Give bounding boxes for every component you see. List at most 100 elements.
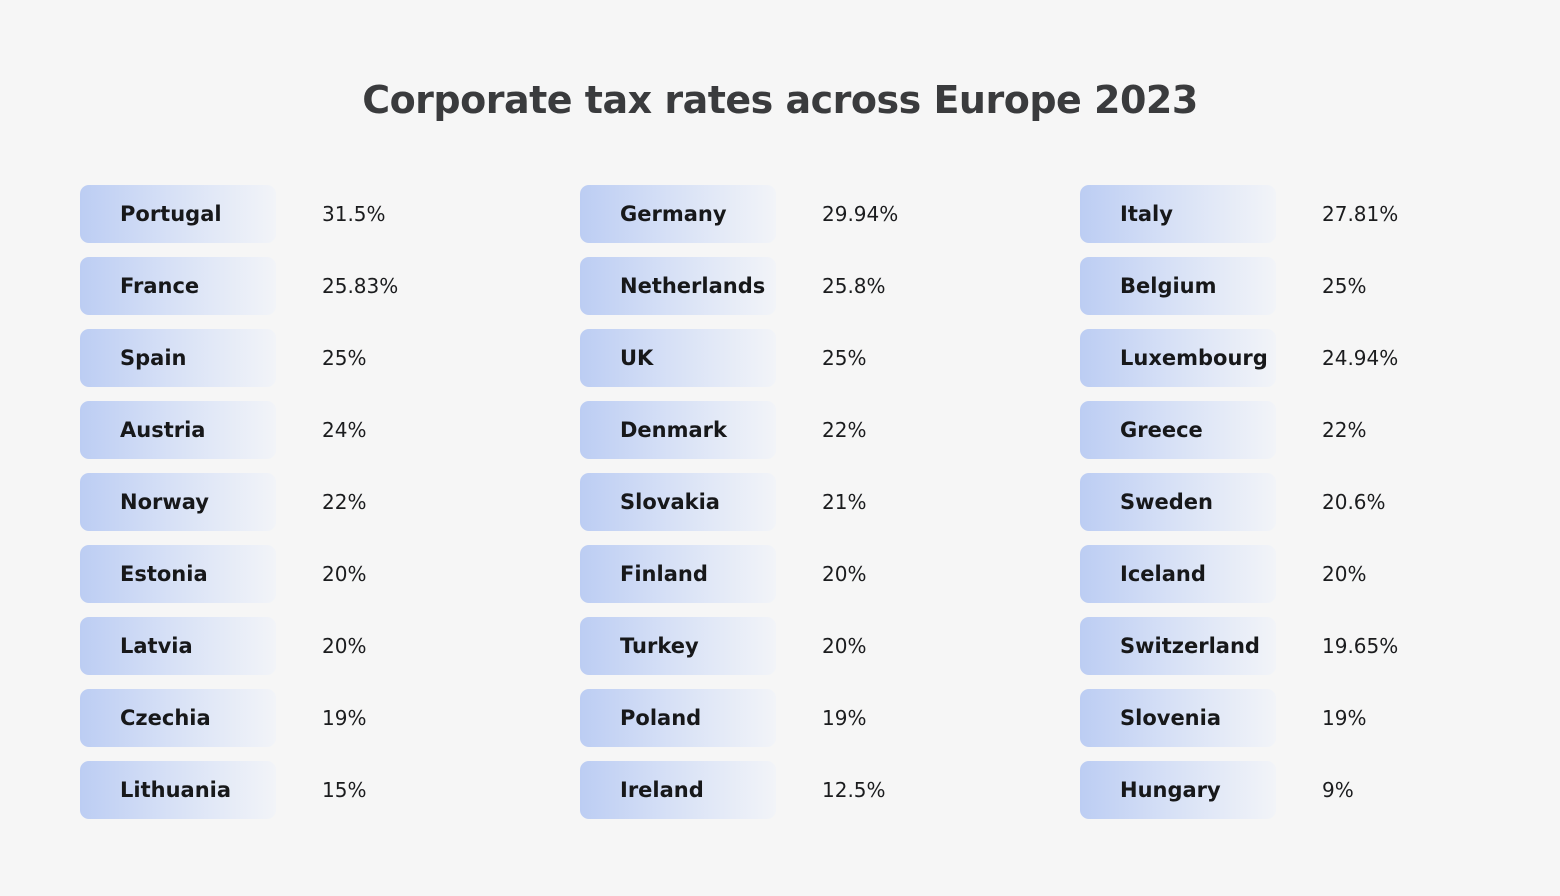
tax-rate-value: 20%	[322, 634, 367, 658]
country-name: France	[120, 274, 200, 298]
tax-rate-row: Austria 24%	[80, 401, 500, 459]
tax-rate-row: Slovenia 19%	[1080, 689, 1500, 747]
country-pill	[1080, 545, 1276, 603]
tax-rate-value: 24.94%	[1322, 346, 1399, 370]
country-pill	[580, 545, 776, 603]
country-pill	[80, 473, 276, 531]
country-pill	[580, 473, 776, 531]
tax-rate-value: 22%	[322, 490, 367, 514]
tax-rate-value: 22%	[1322, 418, 1367, 442]
tax-rate-row: Norway 22%	[80, 473, 500, 531]
tax-column-1: Portugal 31.5% France 25.83% Spain 25% Austria…	[80, 185, 500, 833]
country-pill	[1080, 689, 1276, 747]
country-pill	[80, 257, 276, 315]
country-name: Norway	[120, 490, 209, 514]
country-name: Luxembourg	[1120, 346, 1268, 370]
tax-rate-value: 9%	[1322, 778, 1354, 802]
country-pill	[1080, 761, 1276, 819]
country-pill	[80, 329, 276, 387]
page-title: Corporate tax rates across Europe 2023	[362, 78, 1198, 122]
tax-rate-row: Poland 19%	[580, 689, 1000, 747]
country-name: Lithuania	[120, 778, 232, 802]
tax-rate-row: Iceland 20%	[1080, 545, 1500, 603]
tax-rate-row: Luxembourg 24.94%	[1080, 329, 1500, 387]
country-name: Estonia	[120, 562, 208, 586]
country-name: Poland	[620, 706, 702, 730]
tax-rate-row: UK 25%	[580, 329, 1000, 387]
country-name: Switzerland	[1120, 634, 1260, 658]
tax-rate-row: Portugal 31.5%	[80, 185, 500, 243]
country-pill	[580, 689, 776, 747]
country-name: Italy	[1120, 202, 1173, 226]
country-pill	[1080, 185, 1276, 243]
country-pill	[1080, 329, 1276, 387]
tax-rate-row: Sweden 20.6%	[1080, 473, 1500, 531]
country-pill	[80, 545, 276, 603]
tax-rate-value: 12.5%	[822, 778, 886, 802]
tax-rate-row: Spain 25%	[80, 329, 500, 387]
country-pill	[580, 257, 776, 315]
tax-rate-value: 24%	[322, 418, 367, 442]
tax-rate-value: 19%	[1322, 706, 1367, 730]
tax-rate-value: 19.65%	[1322, 634, 1399, 658]
tax-rate-row: Latvia 20%	[80, 617, 500, 675]
tax-rate-row: Belgium 25%	[1080, 257, 1500, 315]
tax-rate-value: 22%	[822, 418, 867, 442]
tax-rate-row: Czechia 19%	[80, 689, 500, 747]
country-pill	[1080, 401, 1276, 459]
country-pill	[580, 617, 776, 675]
tax-rate-value: 19%	[822, 706, 867, 730]
tax-rate-row: France 25.83%	[80, 257, 500, 315]
country-name: Portugal	[120, 202, 222, 226]
country-name: Latvia	[120, 634, 193, 658]
country-name: Spain	[120, 346, 187, 370]
tax-rate-value: 25%	[822, 346, 867, 370]
country-pill	[580, 401, 776, 459]
tax-rate-row: Estonia 20%	[80, 545, 500, 603]
country-name: Slovakia	[620, 490, 720, 514]
tax-rate-value: 25.8%	[822, 274, 886, 298]
country-name: Finland	[620, 562, 708, 586]
tax-rate-row: Italy 27.81%	[1080, 185, 1500, 243]
country-pill	[580, 761, 776, 819]
country-name: Belgium	[1120, 274, 1217, 298]
tax-rate-row: Greece 22%	[1080, 401, 1500, 459]
tax-rate-value: 19%	[322, 706, 367, 730]
country-name: Ireland	[620, 778, 704, 802]
tax-rate-value: 27.81%	[1322, 202, 1399, 226]
country-name: Czechia	[120, 706, 211, 730]
country-pill	[580, 185, 776, 243]
tax-rate-row: Switzerland 19.65%	[1080, 617, 1500, 675]
tax-column-2: Germany 29.94% Netherlands 25.8% UK 25% Denmar…	[580, 185, 1000, 833]
country-name: Hungary	[1120, 778, 1221, 802]
tax-rate-row: Turkey 20%	[580, 617, 1000, 675]
country-name: Germany	[620, 202, 727, 226]
tax-rate-row: Finland 20%	[580, 545, 1000, 603]
tax-rate-value: 31.5%	[322, 202, 386, 226]
country-name: Iceland	[1120, 562, 1206, 586]
country-name: Netherlands	[620, 274, 766, 298]
tax-rate-value: 20.6%	[1322, 490, 1386, 514]
tax-column-3: Italy 27.81% Belgium 25% Luxembourg 24.94% Gre…	[1080, 185, 1500, 833]
tax-rate-value: 25%	[1322, 274, 1367, 298]
tax-rate-value: 29.94%	[822, 202, 899, 226]
tax-rate-row: Denmark 22%	[580, 401, 1000, 459]
country-pill	[580, 329, 776, 387]
country-name: UK	[620, 346, 654, 370]
country-pill	[80, 617, 276, 675]
tax-rate-value: 20%	[822, 562, 867, 586]
tax-rate-value: 25%	[322, 346, 367, 370]
tax-rate-row: Lithuania 15%	[80, 761, 500, 819]
country-pill	[1080, 473, 1276, 531]
country-pill	[1080, 617, 1276, 675]
tax-rate-value: 20%	[322, 562, 367, 586]
country-name: Turkey	[620, 634, 699, 658]
country-name: Slovenia	[1120, 706, 1222, 730]
tax-rate-value: 25.83%	[322, 274, 399, 298]
tax-rate-row: Slovakia 21%	[580, 473, 1000, 531]
tax-rate-row: Hungary 9%	[1080, 761, 1500, 819]
tax-rate-row: Netherlands 25.8%	[580, 257, 1000, 315]
country-pill	[80, 761, 276, 819]
tax-rate-value: 15%	[322, 778, 367, 802]
country-name: Greece	[1120, 418, 1203, 442]
